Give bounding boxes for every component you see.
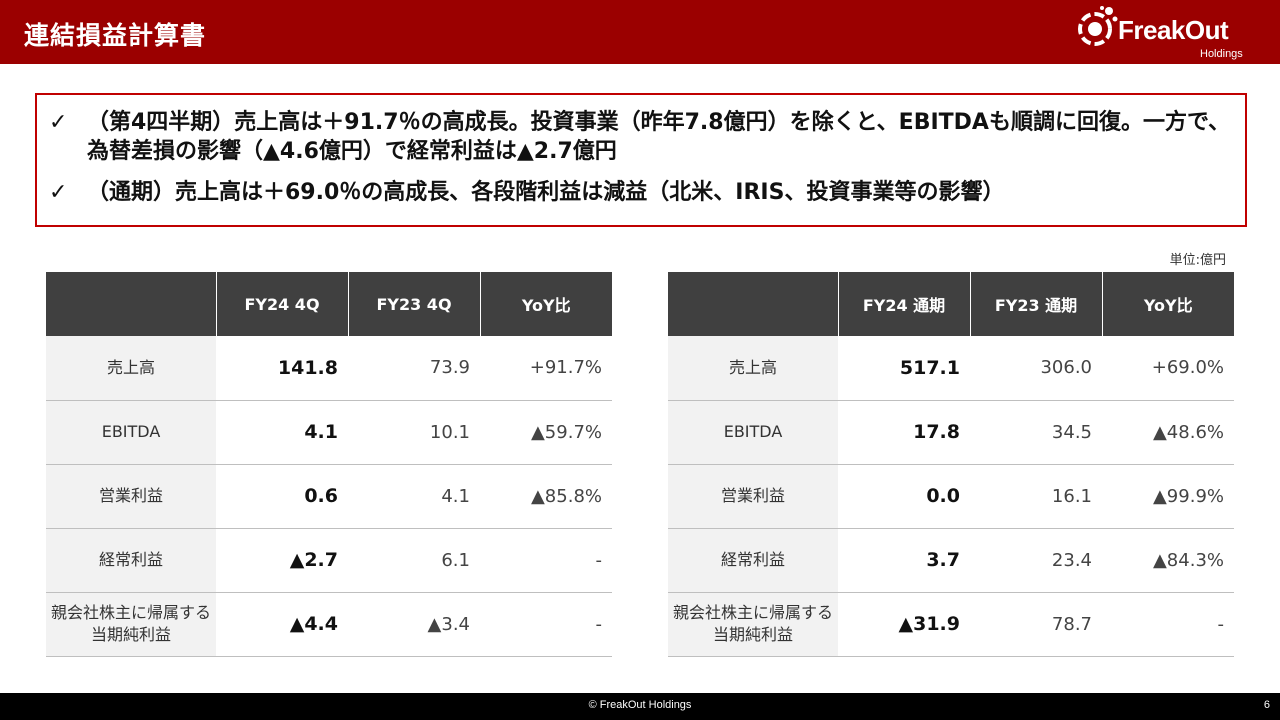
logo-mark-icon <box>1078 6 1118 46</box>
yoy-value: ▲85.8% <box>480 464 612 529</box>
fullyear-income-table: FY24 通期 FY23 通期 YoY比 売上高 517.1 306.0 +69… <box>668 272 1234 657</box>
current-value: ▲2.7 <box>216 528 348 593</box>
row-label: 営業利益 <box>46 464 216 529</box>
yoy-value: +69.0% <box>1102 336 1234 401</box>
previous-value: ▲3.4 <box>348 592 480 657</box>
header-cell-label <box>46 272 217 336</box>
table-row: EBITDA 17.8 34.5 ▲48.6% <box>668 400 1234 465</box>
row-label: 経常利益 <box>668 528 838 593</box>
summary-bullet-text: （通期）売上高は＋69.0％の高成長、各段階利益は減益（北米、IRIS、投資事業… <box>87 180 1005 205</box>
yoy-value: ▲84.3% <box>1102 528 1234 593</box>
header-cell-label <box>668 272 839 336</box>
table-row: 経常利益 3.7 23.4 ▲84.3% <box>668 528 1234 593</box>
previous-value: 78.7 <box>970 592 1102 657</box>
row-label: EBITDA <box>46 400 216 465</box>
previous-value: 4.1 <box>348 464 480 529</box>
table-row: 売上高 141.8 73.9 +91.7% <box>46 336 612 401</box>
summary-box: ✓ （第4四半期）売上高は＋91.7％の高成長。投資事業（昨年7.8億円）を除く… <box>35 93 1247 227</box>
checkmark-icon: ✓ <box>49 180 68 205</box>
previous-value: 23.4 <box>970 528 1102 593</box>
current-value: 0.0 <box>838 464 970 529</box>
previous-value: 16.1 <box>970 464 1102 529</box>
yoy-value: - <box>480 528 612 593</box>
table-row: 経常利益 ▲2.7 6.1 - <box>46 528 612 593</box>
row-label: 親会社株主に帰属する当期純利益 <box>46 592 216 657</box>
row-label: 経常利益 <box>46 528 216 593</box>
row-label: 親会社株主に帰属する当期純利益 <box>668 592 838 657</box>
yoy-value: +91.7% <box>480 336 612 401</box>
quarterly-income-table: FY24 4Q FY23 4Q YoY比 売上高 141.8 73.9 +91.… <box>46 272 612 657</box>
page-title: 連結損益計算書 <box>24 21 207 50</box>
copyright-text: © FreakOut Holdings <box>588 699 692 711</box>
header-cell-current: FY24 通期 <box>838 272 971 336</box>
slide-header: 連結損益計算書 FreakOut Holdings <box>0 0 1280 64</box>
yoy-value: ▲48.6% <box>1102 400 1234 465</box>
page-number: 6 <box>1263 699 1270 711</box>
row-label: 売上高 <box>668 336 838 401</box>
header-cell-yoy: YoY比 <box>480 272 612 336</box>
table-row: 営業利益 0.6 4.1 ▲85.8% <box>46 464 612 529</box>
current-value: ▲31.9 <box>838 592 970 657</box>
freakout-logo: FreakOut Holdings <box>1070 5 1270 63</box>
table-header-row: FY24 通期 FY23 通期 YoY比 <box>668 272 1234 336</box>
summary-bullet-text: （第4四半期）売上高は＋91.7％の高成長。投資事業（昨年7.8億円）を除くと、… <box>87 110 1231 164</box>
table-row: 親会社株主に帰属する当期純利益 ▲31.9 78.7 - <box>668 592 1234 657</box>
table-row: 営業利益 0.0 16.1 ▲99.9% <box>668 464 1234 529</box>
table-row: 売上高 517.1 306.0 +69.0% <box>668 336 1234 401</box>
current-value: 4.1 <box>216 400 348 465</box>
logo-subtext: Holdings <box>1200 48 1243 60</box>
table-row: EBITDA 4.1 10.1 ▲59.7% <box>46 400 612 465</box>
previous-value: 306.0 <box>970 336 1102 401</box>
yoy-value: - <box>1102 592 1234 657</box>
header-cell-yoy: YoY比 <box>1102 272 1234 336</box>
previous-value: 73.9 <box>348 336 480 401</box>
yoy-value: ▲59.7% <box>480 400 612 465</box>
current-value: 141.8 <box>216 336 348 401</box>
checkmark-icon: ✓ <box>49 110 68 135</box>
row-label: EBITDA <box>668 400 838 465</box>
current-value: 0.6 <box>216 464 348 529</box>
row-label: 売上高 <box>46 336 216 401</box>
previous-value: 6.1 <box>348 528 480 593</box>
unit-label: 単位:億円 <box>1169 253 1226 268</box>
row-label: 営業利益 <box>668 464 838 529</box>
previous-value: 10.1 <box>348 400 480 465</box>
previous-value: 34.5 <box>970 400 1102 465</box>
current-value: ▲4.4 <box>216 592 348 657</box>
table-row: 親会社株主に帰属する当期純利益 ▲4.4 ▲3.4 - <box>46 592 612 657</box>
yoy-value: - <box>480 592 612 657</box>
header-cell-current: FY24 4Q <box>216 272 349 336</box>
header-cell-previous: FY23 通期 <box>970 272 1103 336</box>
current-value: 17.8 <box>838 400 970 465</box>
table-header-row: FY24 4Q FY23 4Q YoY比 <box>46 272 612 336</box>
header-cell-previous: FY23 4Q <box>348 272 481 336</box>
logo-wordmark: FreakOut <box>1118 15 1229 45</box>
current-value: 3.7 <box>838 528 970 593</box>
yoy-value: ▲99.9% <box>1102 464 1234 529</box>
current-value: 517.1 <box>838 336 970 401</box>
slide-footer: © FreakOut Holdings 6 <box>0 693 1280 720</box>
